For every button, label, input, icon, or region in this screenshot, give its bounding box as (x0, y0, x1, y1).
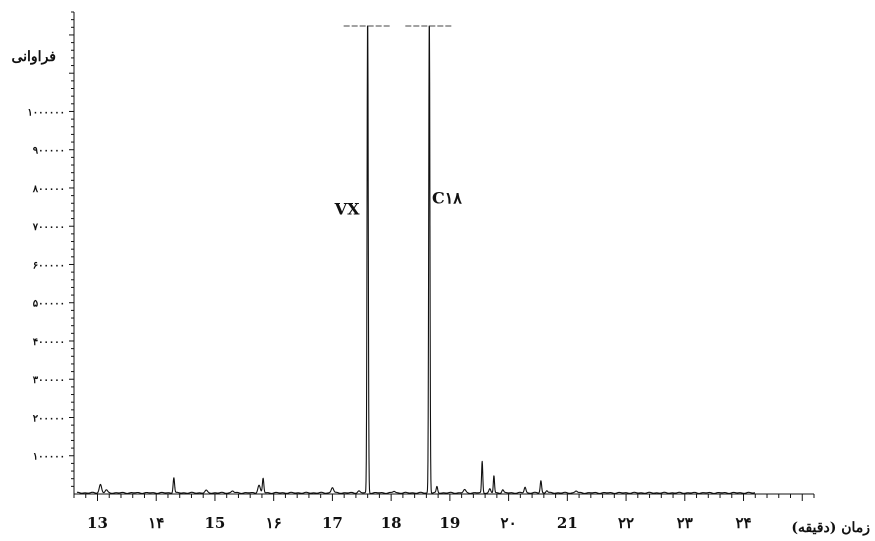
x-minor-ticks (73, 494, 815, 501)
x-tick-label: ۲۲ (618, 514, 634, 532)
y-tick-label: ۹۰۰۰۰۰ (33, 146, 65, 157)
y-tick-label: ۴۰۰۰۰۰ (33, 337, 65, 348)
x-axis-label: زمان (دقیقه) (791, 520, 870, 536)
y-tick-label: ۲۰۰۰۰۰ (33, 413, 65, 424)
y-tick-label: ۷۰۰۰۰۰ (32, 222, 65, 233)
x-tick-label: 15 (205, 514, 226, 532)
chromatogram-trace (76, 25, 756, 494)
x-tick-labels: 13 ۱۴ 15 ۱۶ 17 18 19 ۲۰ 21 ۲۲ ۲۳ ۲۴ (87, 514, 752, 532)
y-tick-label: ۱۰۰۰۰۰۰ (27, 107, 65, 118)
y-tick-label: ۸۰۰۰۰۰ (32, 184, 65, 195)
x-tick-label: ۱۶ (266, 514, 282, 532)
axes (69, 11, 815, 501)
y-tick-labels: ۱۰۰۰۰۰ ۲۰۰۰۰۰ ۳۰۰۰۰۰ ۴۰۰۰۰۰ ۵۰۰۰۰۰ ۶۰۰۰۰۰ ۷۰۰۰… (27, 107, 65, 462)
peak-annotations: VX C۱۸ (334, 188, 463, 218)
y-tick-label: ۵۰۰۰۰۰ (33, 299, 65, 310)
x-tick-label: 18 (381, 514, 402, 532)
y-axis-label: فراوانی (11, 49, 56, 65)
x-tick-label: 21 (557, 514, 578, 532)
x-tick-label: 17 (322, 514, 343, 532)
y-tick-label: ۱۰۰۰۰۰ (33, 452, 65, 463)
x-tick-label: ۲۰ (501, 514, 517, 532)
y-tick-label: ۳۰۰۰۰۰ (33, 375, 65, 386)
x-tick-label: ۲۳ (677, 514, 693, 532)
x-tick-label: 13 (87, 514, 108, 532)
x-tick-label: ۲۴ (735, 514, 751, 532)
x-tick-label: 19 (439, 514, 460, 532)
peak-annotation: VX (334, 200, 360, 219)
y-minor-ticks (69, 11, 74, 487)
y-tick-label: ۶۰۰۰۰۰ (33, 260, 65, 271)
peak-annotation: C۱۸ (432, 188, 462, 207)
x-tick-label: ۱۴ (148, 514, 164, 532)
